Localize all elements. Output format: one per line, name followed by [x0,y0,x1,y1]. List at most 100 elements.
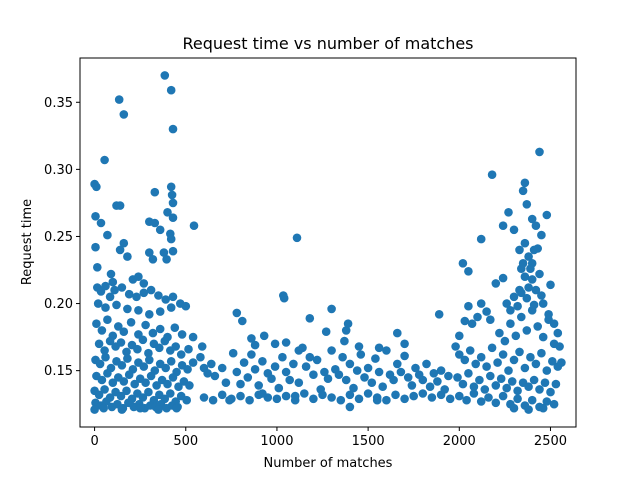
data-point [92,319,101,329]
data-point [433,377,442,386]
data-point [217,390,227,400]
data-point [124,289,134,299]
x-tick-label: 500 [173,434,198,449]
data-point [225,395,234,405]
data-point [119,377,129,386]
data-point [146,285,156,295]
data-point [504,208,513,217]
data-point [270,339,280,349]
data-point [482,362,491,371]
data-point [418,389,428,398]
data-point [464,301,473,311]
data-point [155,307,165,316]
data-point [168,373,178,382]
data-point [382,346,391,355]
data-point [119,110,129,119]
data-point [285,375,295,385]
data-point [160,336,170,346]
data-point [542,397,552,406]
data-point [533,322,542,331]
data-point [309,370,318,380]
data-point [294,346,304,355]
data-point [122,347,131,357]
data-point [188,358,198,367]
data-point [254,381,263,390]
data-point [93,263,102,272]
data-point [502,383,512,393]
data-point [511,331,521,341]
data-point [103,315,112,325]
data-point [455,391,464,401]
data-point [184,344,193,354]
data-point [520,238,530,248]
data-point [95,359,105,369]
data-point [162,254,171,264]
data-point [345,390,355,400]
data-point [217,363,227,373]
data-point [124,370,134,380]
y-tick-label: 0.15 [44,364,73,379]
data-point [185,381,194,390]
data-point [515,285,524,295]
data-point [116,338,126,347]
data-point [281,338,291,347]
data-point [498,273,508,283]
data-point [188,332,198,342]
data-point [323,374,333,384]
data-point [429,369,439,378]
data-point [529,300,539,310]
data-point [471,359,481,369]
data-point [103,369,112,378]
x-tick-label: 2000 [443,434,476,449]
data-point [469,389,479,398]
data-point [378,382,388,392]
data-point [537,291,546,300]
data-point [150,187,160,197]
data-point [236,391,245,401]
data-point [460,355,470,365]
data-point [132,292,141,302]
data-point [117,405,127,414]
data-point [126,318,136,327]
data-point [168,213,178,222]
data-point [321,327,331,337]
data-point [103,230,112,240]
data-point [425,382,435,392]
data-point [281,391,291,401]
data-point [464,267,473,276]
data-point [168,124,178,134]
data-point [502,299,512,308]
data-point [500,336,510,346]
data-point [486,315,495,325]
data-point [455,350,464,359]
data-point [360,373,369,382]
data-point [258,357,267,366]
data-point [294,378,304,388]
data-point [527,214,537,224]
data-point [527,275,537,284]
data-point [546,387,555,397]
data-point [238,316,247,326]
data-point [354,394,364,404]
data-point [101,281,110,291]
data-point [97,326,107,335]
data-point [538,332,548,342]
data-point [94,339,104,349]
data-point [475,375,484,385]
data-point [119,327,129,337]
data-point [312,355,322,365]
y-tick-label: 0.30 [44,163,73,178]
data-point [258,389,267,398]
data-point [445,394,455,404]
x-tick-label: 2500 [534,434,567,449]
data-point [549,399,559,409]
data-point [498,391,508,401]
data-point [374,367,384,377]
data-point [155,343,164,353]
data-point [393,359,402,369]
data-point [513,394,522,404]
data-point [327,393,336,402]
data-point [467,319,477,329]
data-point [168,292,178,302]
data-point [517,312,526,322]
